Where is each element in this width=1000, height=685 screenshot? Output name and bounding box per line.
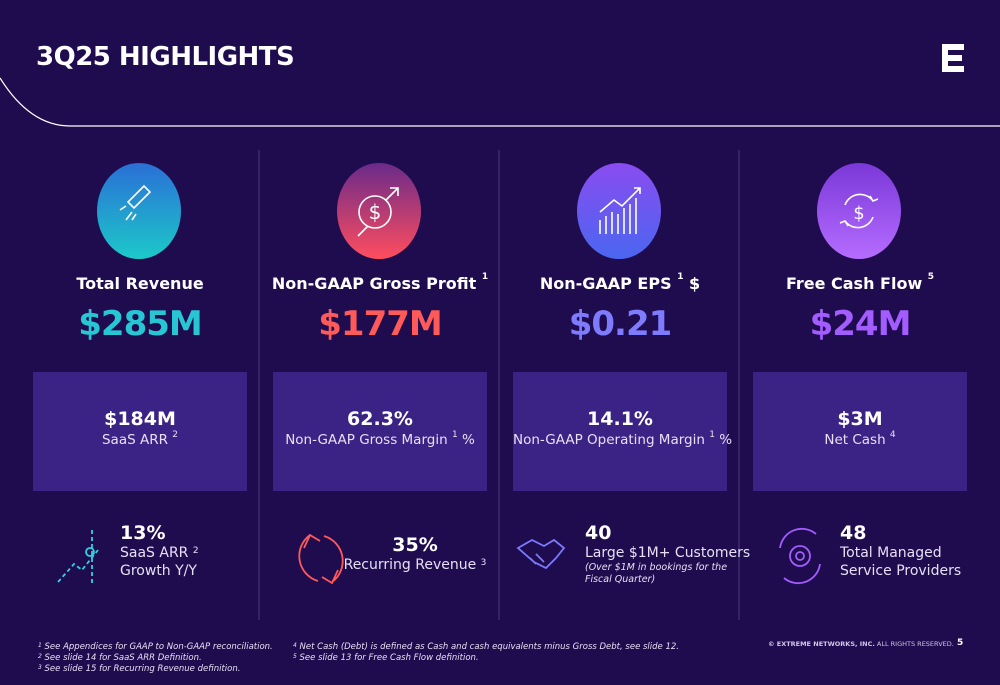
footnote-num: 4 <box>293 642 297 649</box>
svg-text:$: $ <box>853 203 864 224</box>
metric-value: $24M <box>809 304 912 344</box>
metric-title: Total Revenue <box>20 274 260 293</box>
footnote: 5 See slide 13 for Free Cash Flow defini… <box>293 653 679 664</box>
svg-text:$: $ <box>369 200 382 224</box>
box-label-text: Non-GAAP Operating Margin <box>513 432 705 448</box>
box-label: Net Cash 4 <box>753 430 967 448</box>
footnote-ref: 1 <box>481 272 489 282</box>
stat-line: Total Managed <box>840 544 961 562</box>
metric-box: 14.1% Non-GAAP Operating Margin 1 % <box>513 372 732 491</box>
footnote-ref: 5 <box>927 272 935 282</box>
stat-value: 40 <box>585 522 612 544</box>
stat-line: SaaS ARR 2 <box>120 544 199 562</box>
footnote: 3 See slide 15 for Recurring Revenue def… <box>38 664 273 675</box>
box-label-text: SaaS ARR <box>101 432 168 448</box>
metric-title-suffix: $ <box>689 274 701 293</box>
title: 3Q25 HIGHLIGHTS <box>36 42 295 72</box>
footnote-text: See slide 13 for Free Cash Flow definiti… <box>299 653 479 663</box>
page-number: 5 <box>957 638 964 648</box>
metric-column: Total Revenue $285M $184M SaaS ARR 2 13% SaaS… <box>20 0 260 685</box>
box-label: Non-GAAP Operating Margin 1 % <box>513 430 732 448</box>
footnote-ref: 1 <box>451 430 458 440</box>
stat-line-text: Service Providers <box>840 563 962 579</box>
footnote-ref: 3 <box>480 558 487 568</box>
box-label-text: Net Cash <box>824 432 886 448</box>
footnotes-left: 1 See Appendices for GAAP to Non-GAAP re… <box>38 642 273 675</box>
metric-title: Free Cash Flow 5 <box>740 272 980 293</box>
stat-line-text: Total Managed <box>840 545 942 561</box>
stat: 48 Total Managed Service Providers <box>840 522 961 580</box>
metric-value: $0.21 <box>568 304 673 344</box>
metric-column: Non-GAAP EPS 1 $ $0.21 14.1% Non-GAAP Opera… <box>500 0 750 685</box>
copyright-bold: © EXTREME NETWORKS, INC. <box>768 640 875 648</box>
metric-title-text: Free Cash Flow <box>785 274 923 293</box>
stat: 13% SaaS ARR 2 Growth Y/Y <box>120 522 199 580</box>
stat-line-text: Growth Y/Y <box>120 563 197 579</box>
footnote-num: 1 <box>38 642 42 649</box>
footnote-ref: 4 <box>889 430 896 440</box>
stat-line: Growth Y/Y <box>120 562 199 580</box>
metric-title: Non-GAAP EPS 1 $ <box>500 272 740 293</box>
metric-box: $3M Net Cash 4 <box>753 372 967 491</box>
footnote: 4 Net Cash (Debt) is defined as Cash and… <box>293 642 679 653</box>
footnote: 1 See Appendices for GAAP to Non-GAAP re… <box>38 642 273 653</box>
stat: 35% Recurring Revenue 3 <box>340 534 490 574</box>
footnotes-right: 4 Net Cash (Debt) is defined as Cash and… <box>293 642 679 664</box>
footnote-text: See Appendices for GAAP to Non-GAAP reco… <box>44 642 273 652</box>
footnote-text: Net Cash (Debt) is defined as Cash and c… <box>299 642 680 652</box>
box-value: $3M <box>837 408 883 430</box>
footnote-text: See slide 14 for SaaS ARR Definition. <box>44 653 202 663</box>
box-label: Non-GAAP Gross Margin 1 % <box>273 430 487 448</box>
stat-value: 48 <box>840 522 867 544</box>
stat-line: Recurring Revenue 3 <box>340 556 490 574</box>
metric-title-text: Non-GAAP Gross Profit <box>271 274 477 293</box>
metric-box: $184M SaaS ARR 2 <box>33 372 247 491</box>
box-label: SaaS ARR 2 <box>33 430 247 448</box>
footnote-ref: 1 <box>709 430 715 440</box>
copyright-rest: ALL RIGHTS RESERVED. <box>876 640 954 648</box>
box-value: $184M <box>104 408 176 430</box>
stat-value: 35% <box>392 534 438 556</box>
stat-line: Service Providers <box>840 562 961 580</box>
metric-column: Free Cash Flow 5 $24M $3M Net Cash 4 48 Total… <box>740 0 980 685</box>
box-label-suffix: % <box>719 432 733 448</box>
footnote-ref: 2 <box>192 546 199 556</box>
stat-line-text: SaaS ARR <box>120 545 189 561</box>
box-value: 14.1% <box>587 408 653 430</box>
metric-title-text: Non-GAAP EPS <box>539 274 672 293</box>
footnote-text: See slide 15 for Recurring Revenue defin… <box>44 664 241 674</box>
box-label-suffix: % <box>461 432 475 448</box>
metric-column: Non-GAAP Gross Profit 1 $177M 62.3% Non-GAA… <box>260 0 500 685</box>
footnote-ref: 1 <box>677 272 684 282</box>
footnote-num: 3 <box>38 664 42 671</box>
stat-line-text: Large $1M+ Customers <box>585 545 751 561</box>
metric-title: Non-GAAP Gross Profit 1 <box>260 272 500 293</box>
metric-value: $285M <box>78 304 202 344</box>
stat-line: Large $1M+ Customers <box>585 544 750 562</box>
metric-value: $177M <box>318 304 442 344</box>
box-value: 62.3% <box>347 408 413 430</box>
stat-note: (Over $1M in bookings for the Fiscal Qua… <box>585 562 728 585</box>
footnote: 2 See slide 14 for SaaS ARR Definition. <box>38 653 273 664</box>
metric-title-text: Total Revenue <box>76 274 204 293</box>
footnote-num: 2 <box>38 653 42 660</box>
stat-value: 13% <box>120 522 166 544</box>
copyright: © EXTREME NETWORKS, INC. ALL RIGHTS RESE… <box>768 640 954 648</box>
footnote-num: 5 <box>293 653 297 660</box>
stat-line-text: Recurring Revenue <box>343 557 477 573</box>
box-label-text: Non-GAAP Gross Margin <box>285 432 448 448</box>
stat: 40 Large $1M+ Customers (Over $1M in booki… <box>585 522 750 586</box>
footnote-ref: 2 <box>172 430 178 440</box>
metric-box: 62.3% Non-GAAP Gross Margin 1 % <box>273 372 487 491</box>
